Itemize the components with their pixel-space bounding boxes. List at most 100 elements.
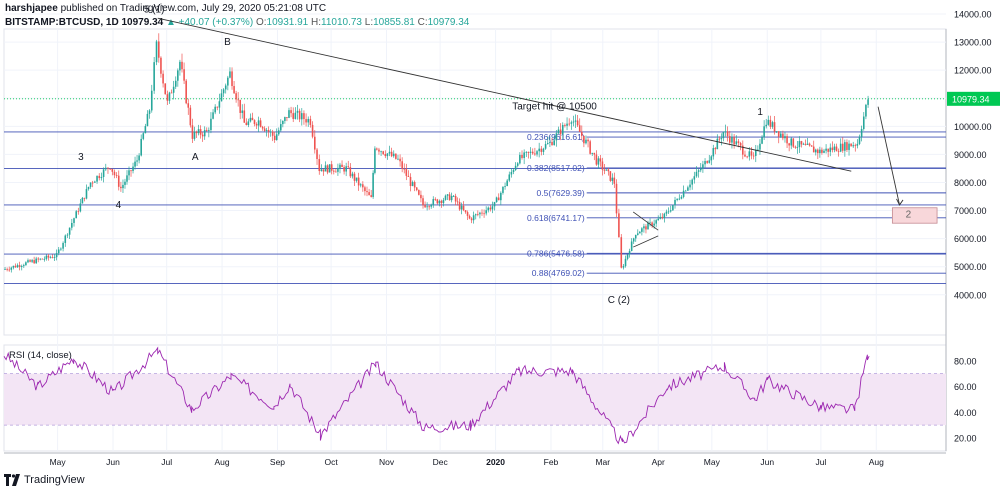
candle [392, 150, 395, 158]
candle-body [87, 186, 90, 190]
candle-body [288, 110, 290, 118]
candle [739, 141, 742, 151]
candle [193, 126, 196, 141]
candle-body [775, 131, 778, 132]
candle-body [549, 142, 551, 144]
candle [452, 195, 455, 197]
candle-body [506, 180, 508, 187]
candle-body [195, 131, 198, 134]
candle [841, 137, 844, 153]
candle-body [6, 268, 8, 270]
symbol-name[interactable]: BITSTAMP:BTCUSD, 1D [5, 17, 119, 28]
candle [136, 155, 138, 167]
candle [183, 62, 185, 85]
candle-body [4, 268, 6, 270]
candle [102, 167, 105, 183]
time-tick-label: Jun [760, 457, 774, 467]
candle [603, 163, 606, 175]
candle [472, 211, 475, 224]
candle-body [142, 133, 145, 139]
candle-body [83, 197, 86, 199]
candle [14, 263, 17, 268]
candle [6, 267, 8, 272]
candle-body [66, 234, 69, 236]
candle-body [166, 94, 169, 101]
candle [464, 210, 467, 214]
candle [804, 139, 807, 146]
candle-body [424, 205, 426, 208]
candle [290, 106, 292, 118]
candle [349, 163, 352, 179]
candle [8, 266, 11, 272]
candle-body [521, 154, 523, 158]
author-name[interactable]: harshjapee [5, 3, 58, 14]
candle-body [733, 137, 735, 145]
candle-body [812, 146, 815, 153]
candle [251, 112, 254, 121]
candle [728, 130, 731, 146]
candle-body [620, 237, 623, 268]
candle-body [786, 136, 788, 144]
candle-body [444, 195, 447, 200]
candle [599, 155, 602, 167]
candle [403, 163, 406, 174]
candle [57, 246, 60, 256]
candle [502, 186, 504, 195]
candle [303, 110, 305, 125]
candle-body [79, 203, 82, 212]
candle [94, 180, 96, 183]
time-tick-label: Apr [652, 457, 665, 467]
candle-body [645, 226, 647, 230]
candle [697, 168, 700, 178]
candle-body [120, 186, 122, 189]
candle-body [626, 254, 629, 259]
candle [448, 192, 451, 201]
candle-body [693, 176, 696, 180]
time-tick-label: Feb [544, 457, 559, 467]
candle-body [752, 155, 755, 157]
candle [83, 197, 86, 202]
candle-body [615, 183, 618, 214]
wave-label: C (2) [608, 295, 630, 306]
candle [744, 150, 746, 158]
candle [170, 89, 173, 94]
candle [536, 149, 538, 157]
candle-body [193, 131, 196, 139]
candle [359, 183, 362, 188]
candle [786, 133, 788, 149]
candle [542, 147, 545, 155]
brand-name[interactable]: TradingView [24, 474, 85, 486]
candle [581, 125, 583, 141]
rsi-line [3, 346, 870, 445]
candle-body [589, 141, 591, 154]
candle [773, 115, 776, 135]
candle-body [85, 189, 88, 199]
candle-body [370, 195, 372, 197]
candle [199, 125, 202, 139]
candle-body [378, 149, 380, 152]
candle-body [23, 265, 25, 267]
candle [66, 233, 69, 239]
candle-body [570, 122, 573, 124]
tradingview-logo-icon [4, 474, 20, 486]
candle-body [493, 202, 496, 207]
candle [689, 179, 691, 191]
rsi-tick-label: 20.00 [954, 434, 977, 444]
wedge-line-upper [632, 211, 659, 231]
time-tick-label: Dec [433, 457, 449, 467]
candle [45, 254, 48, 261]
candle [148, 109, 151, 119]
candle [37, 257, 40, 263]
candle [155, 39, 158, 66]
candle-body [595, 154, 598, 165]
candle-body [134, 161, 136, 167]
candle-body [581, 131, 583, 136]
time-tick-label: Jul [815, 457, 826, 467]
candle-body [146, 113, 149, 127]
candle-body [757, 149, 759, 151]
candle [23, 263, 25, 269]
candle [497, 193, 500, 201]
candle [491, 201, 494, 214]
candle-body [763, 126, 765, 138]
